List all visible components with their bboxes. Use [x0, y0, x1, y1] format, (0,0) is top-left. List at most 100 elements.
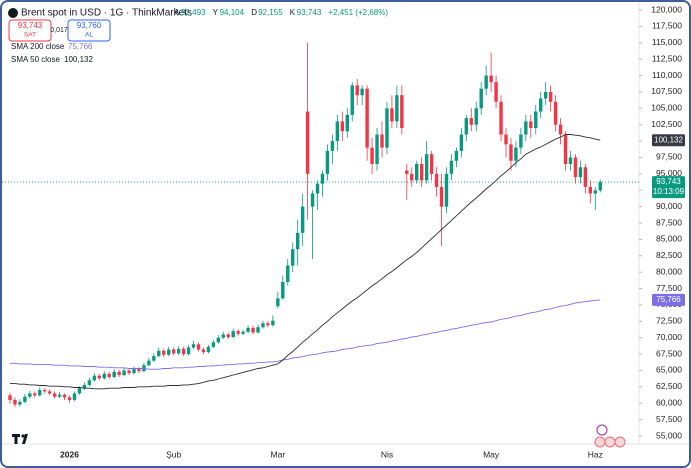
y-tick-label: 97,500 — [656, 152, 682, 162]
candle-body — [464, 118, 469, 135]
candle-body — [276, 298, 280, 307]
x-tick-label: Nis — [381, 449, 393, 459]
y-tick-label: 110,000 — [652, 70, 682, 80]
last-price-tag: 93,743 — [656, 177, 681, 186]
sma50-tag: 100,132 — [654, 135, 683, 144]
candle-body — [176, 348, 181, 354]
candle-body — [291, 249, 295, 266]
candle-body — [415, 164, 419, 181]
x-tick-label: Haz — [588, 449, 603, 459]
buy-button[interactable] — [67, 19, 111, 42]
y-tick-label: 95,000 — [656, 168, 682, 178]
candle-body — [449, 160, 454, 174]
candle-body — [295, 232, 300, 250]
candle-body — [419, 164, 424, 181]
candle-body — [593, 190, 597, 194]
candle-body — [23, 396, 27, 402]
buy-price: 93,760 — [77, 21, 102, 30]
y-tick-label: 82,500 — [656, 250, 682, 260]
candle-body — [191, 344, 196, 348]
candle-body — [52, 393, 57, 397]
candle-body — [271, 320, 275, 326]
candle-body — [335, 121, 340, 142]
y-tick-label: 55,000 — [656, 430, 682, 440]
candle-body — [206, 346, 211, 353]
candle-body — [122, 370, 126, 376]
y-tick-label: 90,000 — [656, 201, 682, 211]
candle-body — [152, 356, 156, 361]
sma200-value: 75,766 — [68, 42, 93, 51]
candle-body — [534, 111, 538, 128]
candle-body — [558, 124, 563, 135]
candle-body — [494, 82, 498, 102]
candle-body — [196, 344, 201, 350]
sma200-legend: SMA 200 close — [11, 42, 65, 51]
sell-button[interactable] — [8, 19, 52, 42]
event-icon — [614, 436, 626, 448]
y-tick-label: 112,500 — [652, 53, 682, 63]
candle-body — [400, 95, 404, 128]
candle-body — [221, 334, 225, 338]
candle-body — [216, 337, 221, 343]
candle-body — [241, 331, 245, 334]
header-value: 92,155 — [258, 8, 283, 17]
candle-body — [469, 118, 473, 125]
candle-body — [509, 144, 513, 161]
candle-body — [256, 327, 260, 333]
header-key: A — [174, 8, 180, 17]
candle-body — [405, 170, 409, 174]
candle-body — [434, 173, 439, 187]
candle-body — [578, 167, 583, 178]
candle-body — [167, 349, 171, 355]
candle-body — [281, 281, 285, 299]
candle-body — [127, 370, 131, 374]
y-tick-label: 85,000 — [656, 234, 682, 244]
candle-body — [82, 384, 87, 389]
candle-body — [87, 380, 92, 385]
candle-body — [439, 186, 444, 207]
y-tick-label: 65,000 — [656, 365, 682, 375]
candle-body — [162, 350, 166, 355]
candle-body — [524, 121, 528, 135]
header-value: 92,493 — [181, 8, 206, 17]
candle-body — [340, 121, 345, 132]
candle-body — [236, 331, 240, 334]
x-tick-label: 2026 — [60, 449, 79, 459]
candle-body — [410, 173, 414, 181]
candle-body — [365, 88, 369, 148]
y-tick-label: 60,000 — [656, 397, 682, 407]
candle-body — [424, 154, 429, 181]
sma50-value: 100,132 — [64, 55, 93, 64]
candle-body — [474, 108, 478, 125]
chart-title: Brent spot in USD · 1G · ThinkMarkets — [21, 8, 192, 19]
candle-body — [345, 114, 349, 132]
candle-body — [13, 399, 17, 405]
candle-body — [548, 91, 553, 102]
candle-body — [573, 157, 578, 178]
candle-body — [320, 173, 325, 184]
candle-body — [563, 134, 568, 165]
candle-body — [360, 88, 364, 96]
candle-body — [499, 101, 503, 135]
logo-part — [12, 434, 20, 444]
candle-body — [117, 371, 121, 376]
x-tick-label: Mar — [271, 449, 286, 459]
x-tick-label: May — [483, 449, 500, 459]
header-value: +2,451 (+2,68%) — [328, 8, 388, 17]
candle-body — [18, 401, 22, 405]
candle-body — [583, 167, 588, 187]
candle-body — [112, 371, 116, 378]
candle-body — [380, 134, 384, 148]
candle-body — [598, 182, 602, 191]
sma50-tag-bg — [652, 134, 685, 147]
candle-body — [444, 173, 449, 207]
y-tick-label: 115,000 — [652, 37, 682, 47]
candle-body — [310, 193, 315, 207]
candle-body — [553, 101, 558, 125]
logo-part — [21, 434, 25, 438]
sell-label: SAT — [24, 32, 36, 39]
candle-body — [504, 134, 508, 145]
sma-line — [10, 299, 601, 370]
candle-body — [390, 108, 394, 122]
